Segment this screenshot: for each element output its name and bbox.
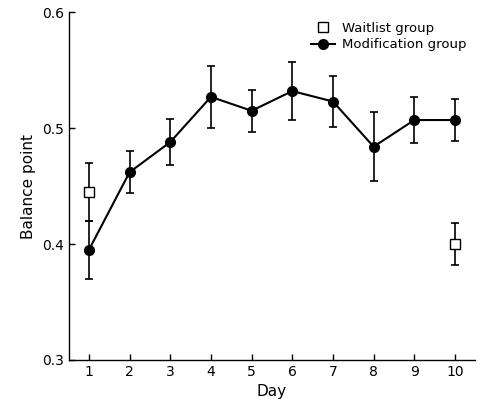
Legend: Waitlist group, Modification group: Waitlist group, Modification group [309, 19, 469, 54]
Y-axis label: Balance point: Balance point [21, 134, 36, 238]
X-axis label: Day: Day [257, 384, 287, 399]
